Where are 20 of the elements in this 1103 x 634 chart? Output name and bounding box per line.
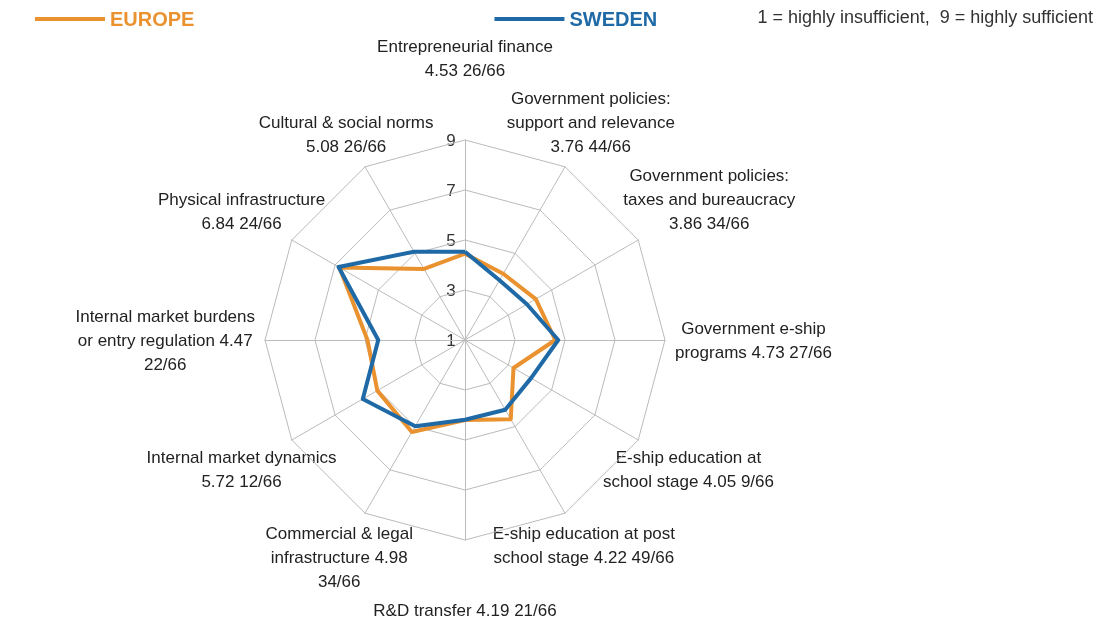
- spoke-label: E-ship education at post school stage 4.22 49/66: [492, 524, 676, 568]
- text: 1 = highly insufficient, 9 = highly sufficient: [757, 7, 1094, 27]
- y-tick-label: 1: [446, 330, 456, 350]
- spoke-label: Internal market burdens or entry regulation 4.47 22/66: [75, 306, 255, 374]
- y-tick-label: 5: [446, 230, 456, 250]
- legend-label: SWEDEN: [569, 8, 658, 30]
- legend-label: EUROPE: [110, 8, 195, 30]
- spoke-label: Internal market dynamics 5.72 12/66: [146, 447, 337, 491]
- spoke-label: Commercial & legal infrastructure 4.98 34/66: [265, 524, 413, 592]
- y-tick-label: 9: [446, 130, 456, 150]
- y-tick-label: 7: [446, 180, 456, 200]
- y-tick-label: 3: [446, 280, 456, 300]
- spoke-label: E-ship education at school stage 4.05 9/66: [602, 447, 774, 491]
- spoke-label: R&D transfer 4.19 21/66: [373, 600, 557, 620]
- spoke-label: Government policies: taxes and bureaucracy 3.86 34/66: [623, 165, 796, 233]
- spoke-label: Government policies: support and relevance 3.76 44/66: [506, 88, 675, 156]
- spoke-label: Physical infrastructure 6.84 24/66: [157, 189, 326, 233]
- spoke-label: Entrepreneurial finance 4.53 26/66: [377, 36, 553, 80]
- spoke-label: Cultural & social norms 5.08 26/66: [258, 112, 434, 156]
- spoke-label: Government e-ship programs 4.73 27/66: [674, 318, 832, 362]
